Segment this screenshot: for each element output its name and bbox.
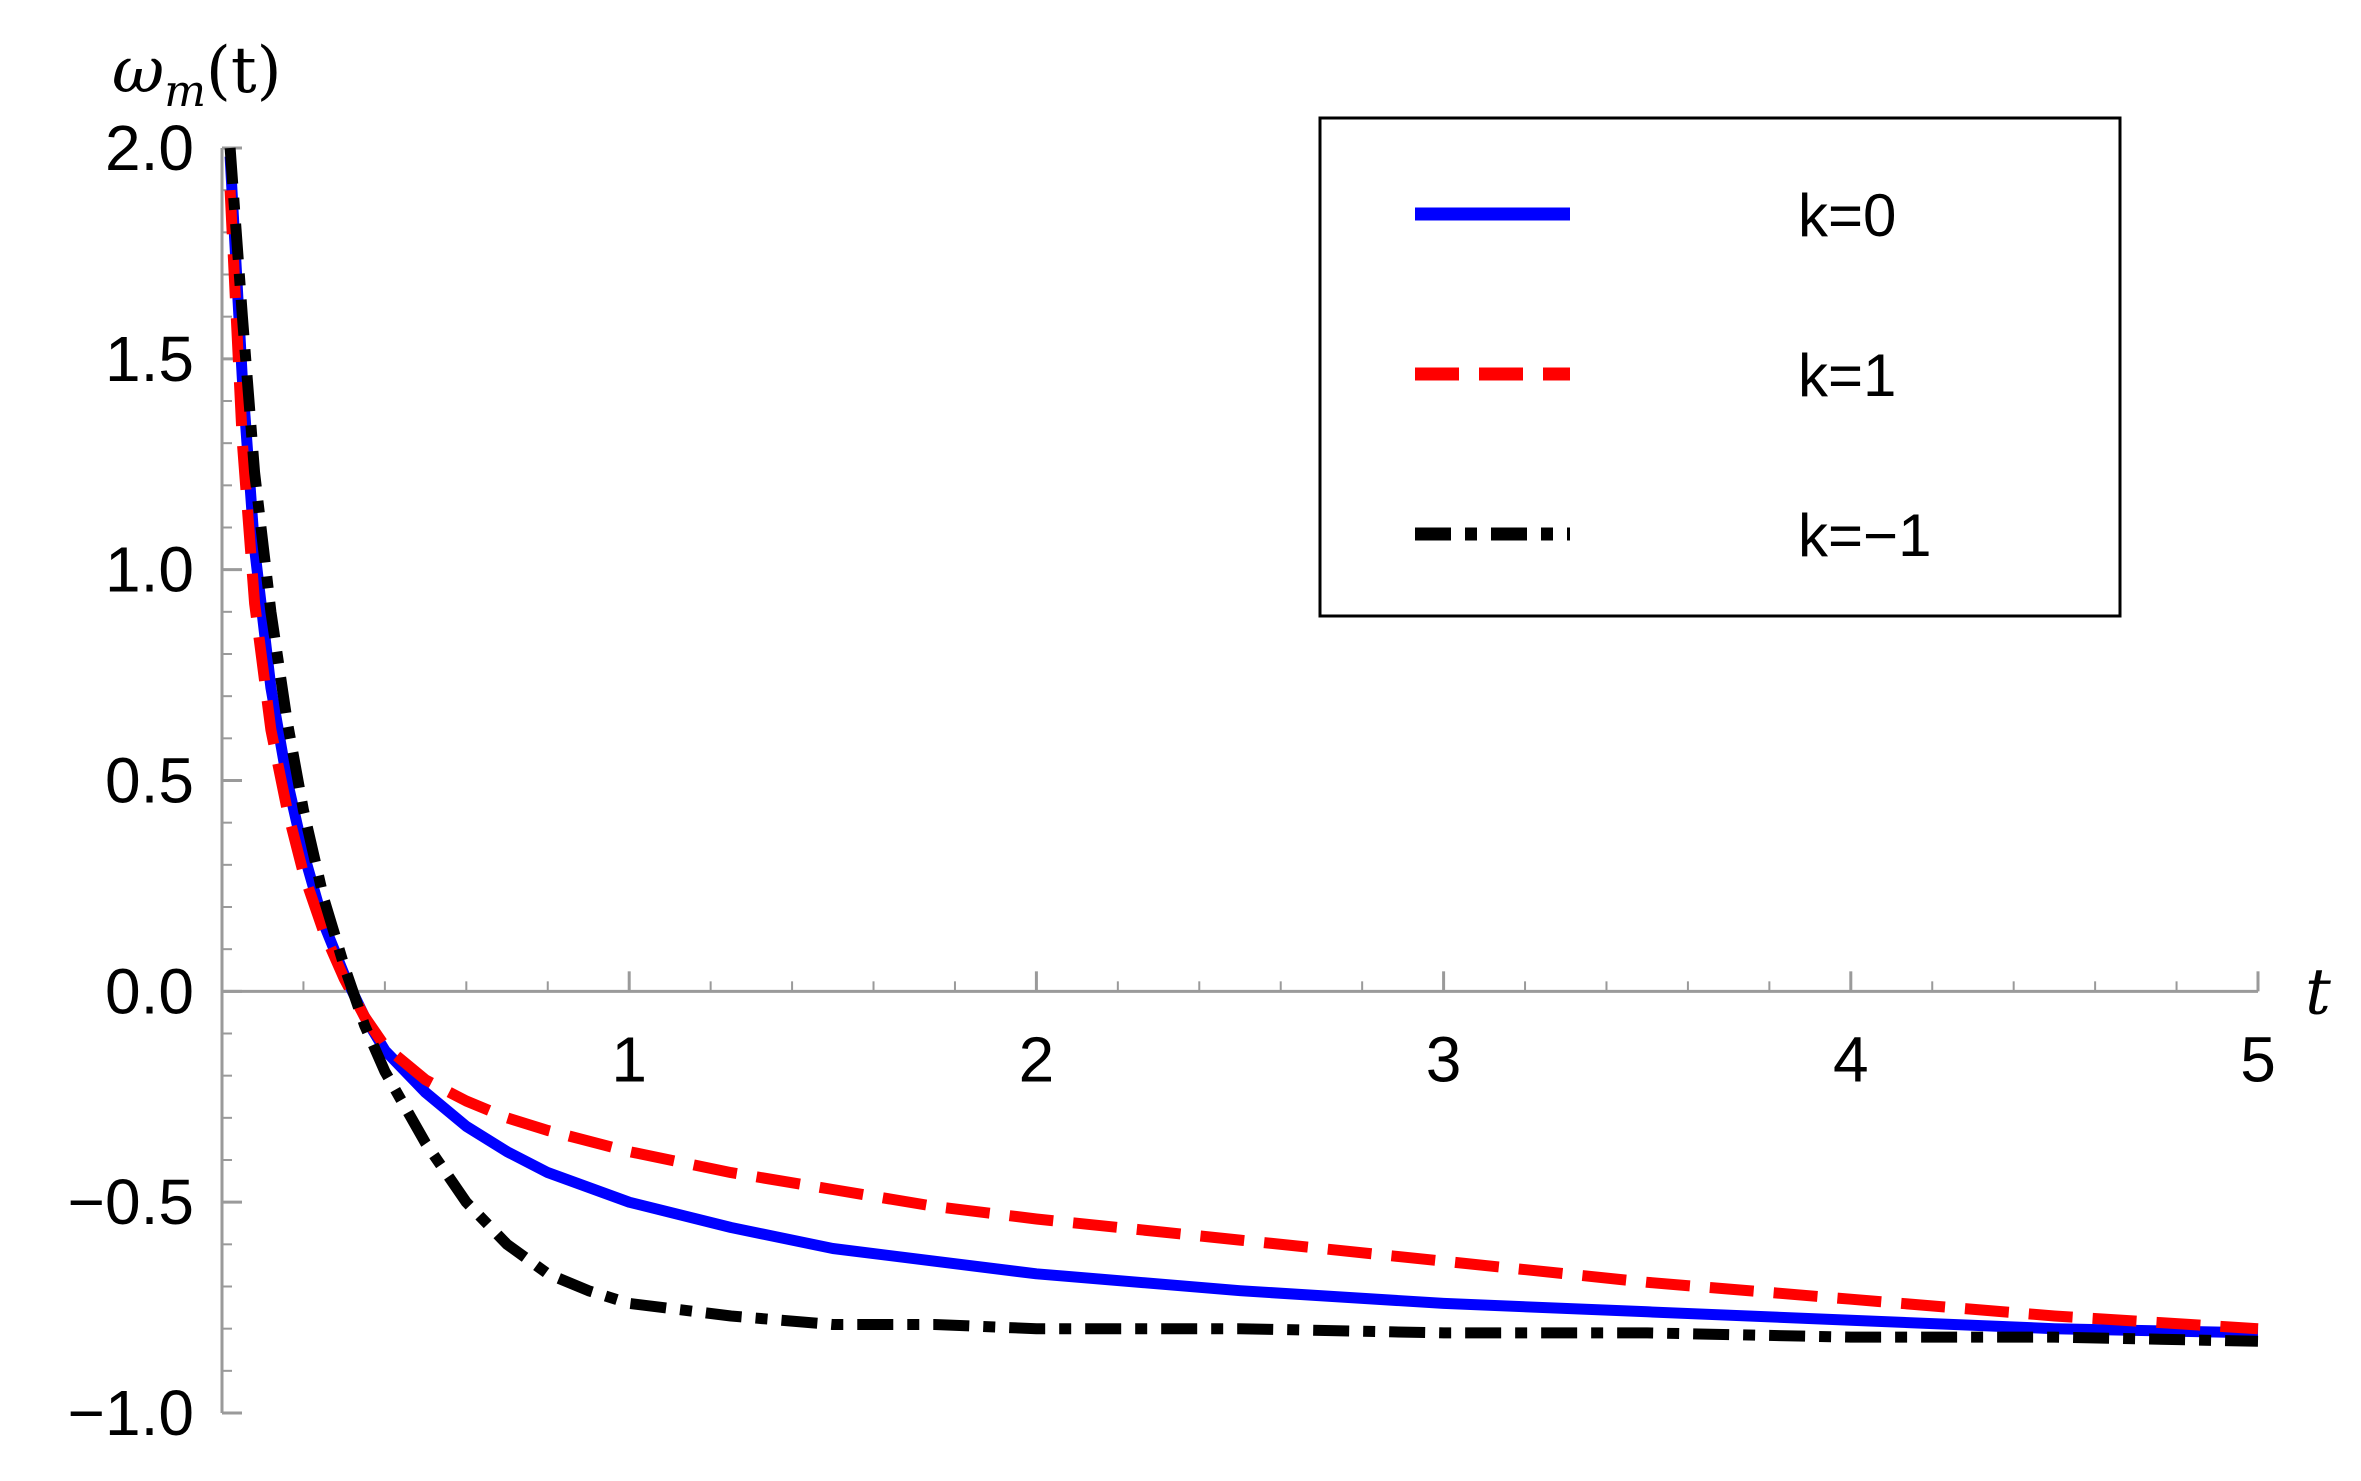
y-axis-title-subscript: m [164, 66, 206, 117]
x-tick-label: 5 [2240, 1023, 2276, 1095]
x-tick-label: 3 [1426, 1023, 1462, 1095]
y-tick-label: 0.5 [105, 745, 194, 817]
y-tick-label: −0.5 [68, 1166, 194, 1238]
legend-box [1318, 116, 2122, 618]
series-line-0 [224, 156, 2259, 1339]
legend: k=0 k=1 k=−1 [1318, 116, 2122, 618]
y-axis-title-tail: (t) [206, 34, 282, 108]
x-tick-label: 1 [611, 1023, 647, 1095]
y-tick-label: −1.0 [68, 1377, 194, 1449]
y-tick-label: 0.0 [105, 955, 194, 1027]
legend-label-1: k=1 [1798, 342, 1896, 409]
legend-label-2: k=−1 [1798, 502, 1931, 569]
legend-label-0: k=0 [1798, 182, 1896, 249]
x-axis-title: t [2305, 955, 2331, 1029]
x-tick-label: 2 [1019, 1023, 1055, 1095]
x-tick-label: 4 [1833, 1023, 1869, 1095]
y-tick-label: 1.5 [105, 323, 194, 395]
y-axis-title-main: ω [112, 34, 164, 108]
y-tick-label: 2.0 [105, 112, 194, 184]
series-layer [224, 147, 2259, 1347]
y-axis-title: ωm(t) [112, 34, 282, 117]
tick-labels: 1 2 3 4 5 2.0 1.5 1.0 0.5 0.0 −0.5 −1.0 [68, 112, 2276, 1449]
series-line-2 [224, 147, 2259, 1347]
y-tick-label: 1.0 [105, 534, 194, 606]
